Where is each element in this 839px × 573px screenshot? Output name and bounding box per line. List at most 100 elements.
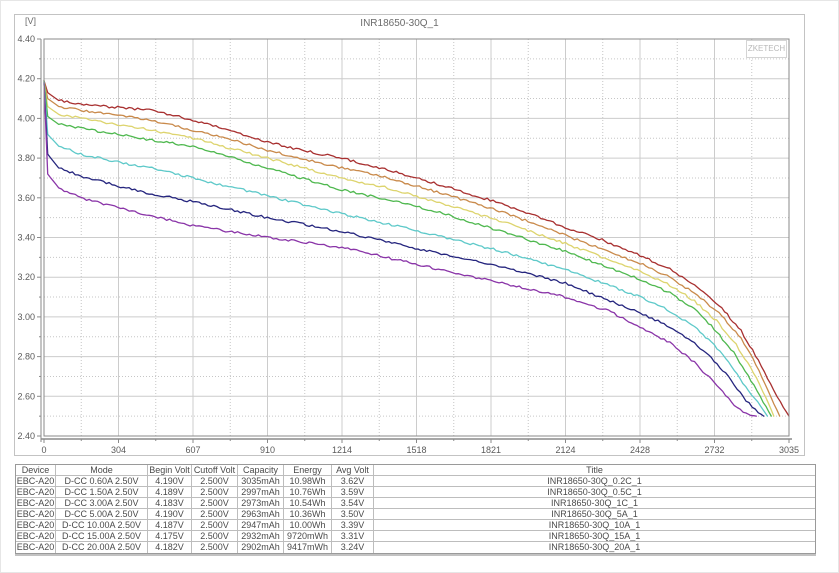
series-lines <box>43 80 790 417</box>
cell-title: INR18650-30Q_0.2C_1 <box>374 476 815 487</box>
axes: 0 304 607 910 1214 1518 1821 2124 2428 2732 3035 4.… <box>17 34 799 455</box>
y-tick-label: 3.80 <box>17 153 35 163</box>
gridlines <box>44 39 789 436</box>
cell-avg-volt: 3.24V <box>332 542 374 553</box>
x-tick-label: 3035 <box>779 445 799 455</box>
table-row[interactable]: EBC-A20 D-CC 20.00A 2.50V 4.182V 2.500V 2902… <box>16 542 815 553</box>
cell-mode: D-CC 3.00A 2.50V <box>56 498 148 509</box>
cell-energy: 9720mWh <box>284 531 332 542</box>
cell-device: EBC-A20 <box>16 476 56 487</box>
discharge-curve-20.00A <box>43 81 758 417</box>
table-row[interactable]: EBC-A20 D-CC 0.60A 2.50V 4.190V 2.500V 3035m… <box>16 476 815 487</box>
cell-avg-volt: 3.50V <box>332 509 374 520</box>
y-tick-label: 2.80 <box>17 352 35 362</box>
cell-title: INR18650-30Q_5A_1 <box>374 509 815 520</box>
cell-avg-volt: 3.31V <box>332 531 374 542</box>
cell-mode: D-CC 15.00A 2.50V <box>56 531 148 542</box>
cell-capacity: 2997mAh <box>238 487 284 498</box>
cell-title: INR18650-30Q_20A_1 <box>548 542 641 552</box>
cell-avg-volt: 3.54V <box>332 498 374 509</box>
x-tick-label: 2124 <box>555 445 575 455</box>
x-tick-label: 1214 <box>332 445 352 455</box>
cell-device: EBC-A20 <box>16 498 56 509</box>
x-tick-label: 607 <box>185 445 200 455</box>
col-header-avg-volt: Avg Volt <box>332 465 374 476</box>
cell-title: INR18650-30Q_0.5C_1 <box>374 487 815 498</box>
cell-mode: D-CC 20.00A 2.50V <box>56 542 148 553</box>
cell-device: EBC-A20 <box>16 531 56 542</box>
cell-title: INR18650-30Q_10A_1 <box>374 520 815 531</box>
cell-capacity: 3035mAh <box>238 476 284 487</box>
col-header-capacity: Capacity <box>238 465 284 476</box>
x-tick-label: 910 <box>260 445 275 455</box>
col-header-mode: Mode <box>56 465 148 476</box>
discharge-curve-15.00A <box>43 83 765 417</box>
results-table: Device Mode Begin Volt Cutoff Volt Capacity E… <box>15 464 816 554</box>
cell-device: EBC-A20 <box>16 509 56 520</box>
cell-begin-volt: 4.187V <box>148 520 192 531</box>
y-axis-unit-label: [V] <box>25 16 37 26</box>
cell-begin-volt: 4.183V <box>148 498 192 509</box>
cell-title: INR18650-30Q_15A_1 <box>374 531 815 542</box>
cell-energy: 10.00Wh <box>284 520 332 531</box>
y-tick-label: 2.40 <box>17 431 35 441</box>
cell-energy: 10.54Wh <box>284 498 332 509</box>
cell-avg-volt: 3.62V <box>332 476 374 487</box>
cell-device: EBC-A20 <box>16 520 56 531</box>
table-row[interactable]: EBC-A20 D-CC 3.00A 2.50V 4.183V 2.500V 2973m… <box>16 498 815 509</box>
table-row[interactable]: EBC-A20 D-CC 15.00A 2.50V 4.175V 2.500V 2932… <box>16 531 815 542</box>
discharge-curve-0.60A <box>43 80 790 417</box>
cell-capacity: 2963mAh <box>238 509 284 520</box>
cell-cutoff-volt: 2.500V <box>192 520 238 531</box>
x-tick-label: 304 <box>111 445 126 455</box>
cell-cutoff-volt: 2.500V <box>192 487 238 498</box>
y-tick-label: 3.60 <box>17 193 35 203</box>
cell-device: EBC-A20 <box>16 487 56 498</box>
col-header-cutoff-volt: Cutoff Volt <box>192 465 238 476</box>
chart-panel: 0 304 607 910 1214 1518 1821 2124 2428 2732 3035 4.… <box>14 14 805 456</box>
table-row[interactable]: EBC-A20 D-CC 1.50A 2.50V 4.189V 2.500V 2997m… <box>16 487 815 498</box>
discharge-curve-5.00A <box>43 80 772 417</box>
cell-begin-volt: 4.190V <box>148 476 192 487</box>
col-header-begin-volt: Begin Volt <box>148 465 192 476</box>
cell-mode: D-CC 10.00A 2.50V <box>56 520 148 531</box>
discharge-curves-svg: 0 304 607 910 1214 1518 1821 2124 2428 2732 3035 4.… <box>17 34 799 455</box>
y-tick-label: 4.20 <box>17 74 35 84</box>
discharge-curve-10.00A <box>43 80 769 417</box>
cell-cutoff-volt: 2.500V <box>192 509 238 520</box>
cell-capacity: 2902mAh <box>238 542 284 553</box>
x-tick-label: 1821 <box>481 445 501 455</box>
cell-energy: 10.98Wh <box>284 476 332 487</box>
cell-begin-volt: 4.189V <box>148 487 192 498</box>
y-tick-label: 3.40 <box>17 233 35 243</box>
cell-begin-volt: 4.175V <box>148 531 192 542</box>
col-header-title: Title <box>374 465 815 476</box>
cell-capacity: 2932mAh <box>238 531 284 542</box>
x-tick-label: 1518 <box>406 445 426 455</box>
cell-begin-volt: 4.182V <box>148 542 192 553</box>
y-tick-label: 4.40 <box>17 34 35 44</box>
cell-begin-volt: 4.190V <box>148 509 192 520</box>
cell-cutoff-volt: 2.500V <box>192 531 238 542</box>
cell-mode: D-CC 0.60A 2.50V <box>56 476 148 487</box>
cell-energy: 10.76Wh <box>284 487 332 498</box>
table-row[interactable]: EBC-A20 D-CC 10.00A 2.50V 4.187V 2.500V 2947… <box>16 520 815 531</box>
table-header-row: Device Mode Begin Volt Cutoff Volt Capacity E… <box>16 465 815 476</box>
cell-capacity: 2973mAh <box>238 498 284 509</box>
cell-cutoff-volt: 2.500V <box>192 542 238 553</box>
table-row[interactable]: EBC-A20 D-CC 5.00A 2.50V 4.190V 2.500V 2963m… <box>16 509 815 520</box>
discharge-curve-1.50A <box>43 80 781 417</box>
cell-mode: D-CC 5.00A 2.50V <box>56 509 148 520</box>
y-tick-label: 4.00 <box>17 113 35 123</box>
cell-avg-volt: 3.59V <box>332 487 374 498</box>
cell-mode: D-CC 1.50A 2.50V <box>56 487 148 498</box>
cell-capacity: 2947mAh <box>238 520 284 531</box>
x-tick-label: 0 <box>41 445 46 455</box>
y-tick-label: 2.60 <box>17 391 35 401</box>
x-tick-label: 2732 <box>704 445 724 455</box>
cell-energy: 9417mWh <box>284 542 332 553</box>
cell-cutoff-volt: 2.500V <box>192 476 238 487</box>
cell-avg-volt: 3.39V <box>332 520 374 531</box>
chart-title: INR18650-30Q_1 <box>360 18 439 29</box>
